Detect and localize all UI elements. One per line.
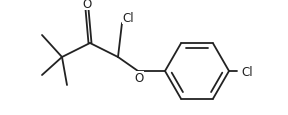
Text: Cl: Cl	[122, 11, 134, 24]
Text: O: O	[134, 72, 144, 85]
Text: Cl: Cl	[241, 65, 253, 78]
Text: O: O	[82, 0, 92, 10]
